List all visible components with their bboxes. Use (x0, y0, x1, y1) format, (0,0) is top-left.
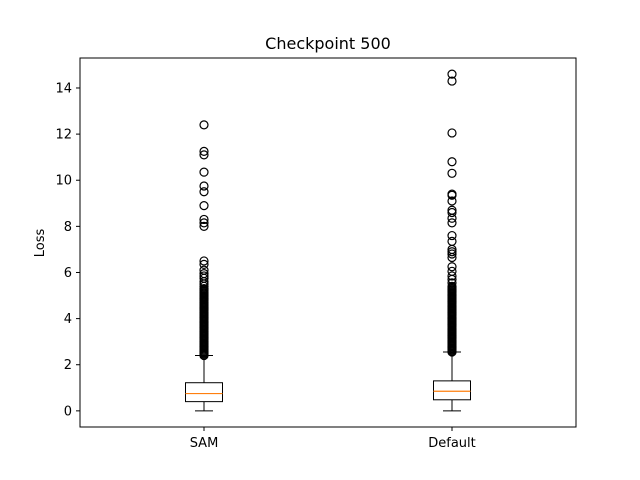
outlier-point (199, 221, 209, 231)
outlier-point (199, 214, 209, 225)
outlier-point (199, 181, 209, 191)
outlier-point (199, 277, 209, 287)
outlier-point (447, 157, 457, 167)
outlier-point (199, 146, 209, 157)
outlier-point (199, 120, 209, 130)
outlier-point (199, 150, 209, 160)
outlier-point (447, 278, 457, 288)
outlier-point (199, 218, 209, 228)
outlier-point (447, 76, 457, 86)
x-tick-label: Default (428, 436, 476, 451)
outlier-point (199, 201, 209, 211)
outlier-point (447, 281, 457, 291)
outlier-point (447, 271, 457, 281)
outlier-point (199, 167, 209, 177)
outlier-point (447, 168, 457, 178)
y-axis-label: Loss (33, 229, 48, 258)
y-tick-label: 12 (55, 128, 72, 143)
outlier-point (199, 187, 209, 197)
plot-frame (79, 57, 577, 428)
outlier-point (447, 128, 457, 138)
chart-title: Checkpoint 500 (265, 34, 391, 53)
outlier-point (199, 256, 209, 266)
outlier-point (447, 213, 457, 223)
outlier-point (447, 247, 457, 257)
outlier-point (199, 281, 209, 291)
y-tick-label: 8 (64, 220, 72, 235)
plot-area: 0 2 4 6 8 10 12 14 SAM Default (55, 69, 476, 451)
outlier-point (447, 218, 457, 228)
outlier-point (447, 236, 457, 246)
outlier-point (447, 69, 457, 79)
box-iqr (185, 382, 223, 403)
outlier-point (199, 284, 209, 294)
outlier-point (447, 207, 457, 218)
outlier-point (199, 279, 209, 289)
outlier-point (447, 190, 457, 200)
outlier-point (447, 249, 457, 259)
outlier-point (447, 252, 457, 263)
y-tick-label: 10 (55, 174, 72, 189)
outlier-point (447, 230, 457, 241)
y-tick-label: 14 (55, 81, 72, 96)
outlier-point (199, 259, 209, 270)
y-tick-label: 0 (64, 404, 72, 419)
y-tick-label: 2 (64, 358, 72, 373)
y-tick-label: 6 (64, 266, 72, 281)
x-tick-label: SAM (190, 436, 219, 451)
y-tick-label: 4 (64, 312, 72, 327)
outlier-point (447, 196, 457, 206)
outlier-point (447, 262, 457, 272)
outlier-point (447, 274, 457, 284)
box-iqr (433, 380, 471, 401)
outlier-point (447, 266, 457, 276)
